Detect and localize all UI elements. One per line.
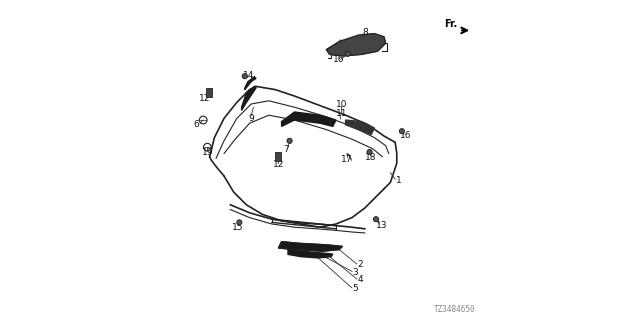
Circle shape [399, 129, 404, 134]
Text: 16: 16 [400, 131, 411, 140]
Text: 19: 19 [202, 148, 213, 157]
Text: 13: 13 [376, 221, 387, 230]
Text: 1: 1 [396, 176, 401, 185]
Bar [206, 88, 211, 97]
Text: 6: 6 [193, 120, 198, 129]
Text: 10: 10 [336, 100, 348, 109]
Bar [275, 153, 280, 161]
Text: 14: 14 [243, 71, 255, 80]
Text: 3: 3 [353, 268, 358, 277]
Text: 18: 18 [365, 153, 376, 162]
Text: 12: 12 [273, 160, 285, 169]
Polygon shape [282, 112, 336, 126]
Text: Fr.: Fr. [444, 19, 458, 29]
Text: 9: 9 [248, 114, 254, 123]
Text: 8: 8 [363, 28, 368, 36]
Text: 16: 16 [333, 55, 344, 64]
Circle shape [237, 220, 242, 225]
Circle shape [374, 217, 379, 222]
Polygon shape [326, 34, 385, 56]
Text: 7: 7 [284, 145, 289, 154]
Text: 11: 11 [336, 109, 348, 118]
Polygon shape [242, 86, 256, 110]
Polygon shape [278, 242, 342, 251]
Text: 15: 15 [232, 223, 243, 232]
Polygon shape [288, 250, 333, 258]
Text: 12: 12 [198, 94, 210, 103]
Polygon shape [245, 77, 256, 90]
Text: 4: 4 [357, 276, 363, 284]
Circle shape [243, 74, 248, 79]
Circle shape [287, 138, 292, 143]
Text: 5: 5 [353, 284, 358, 293]
Text: 17: 17 [342, 155, 353, 164]
Text: 2: 2 [357, 260, 363, 269]
Polygon shape [346, 120, 374, 134]
Text: TZ3484650: TZ3484650 [433, 305, 476, 314]
Circle shape [346, 51, 351, 56]
Circle shape [367, 149, 372, 155]
